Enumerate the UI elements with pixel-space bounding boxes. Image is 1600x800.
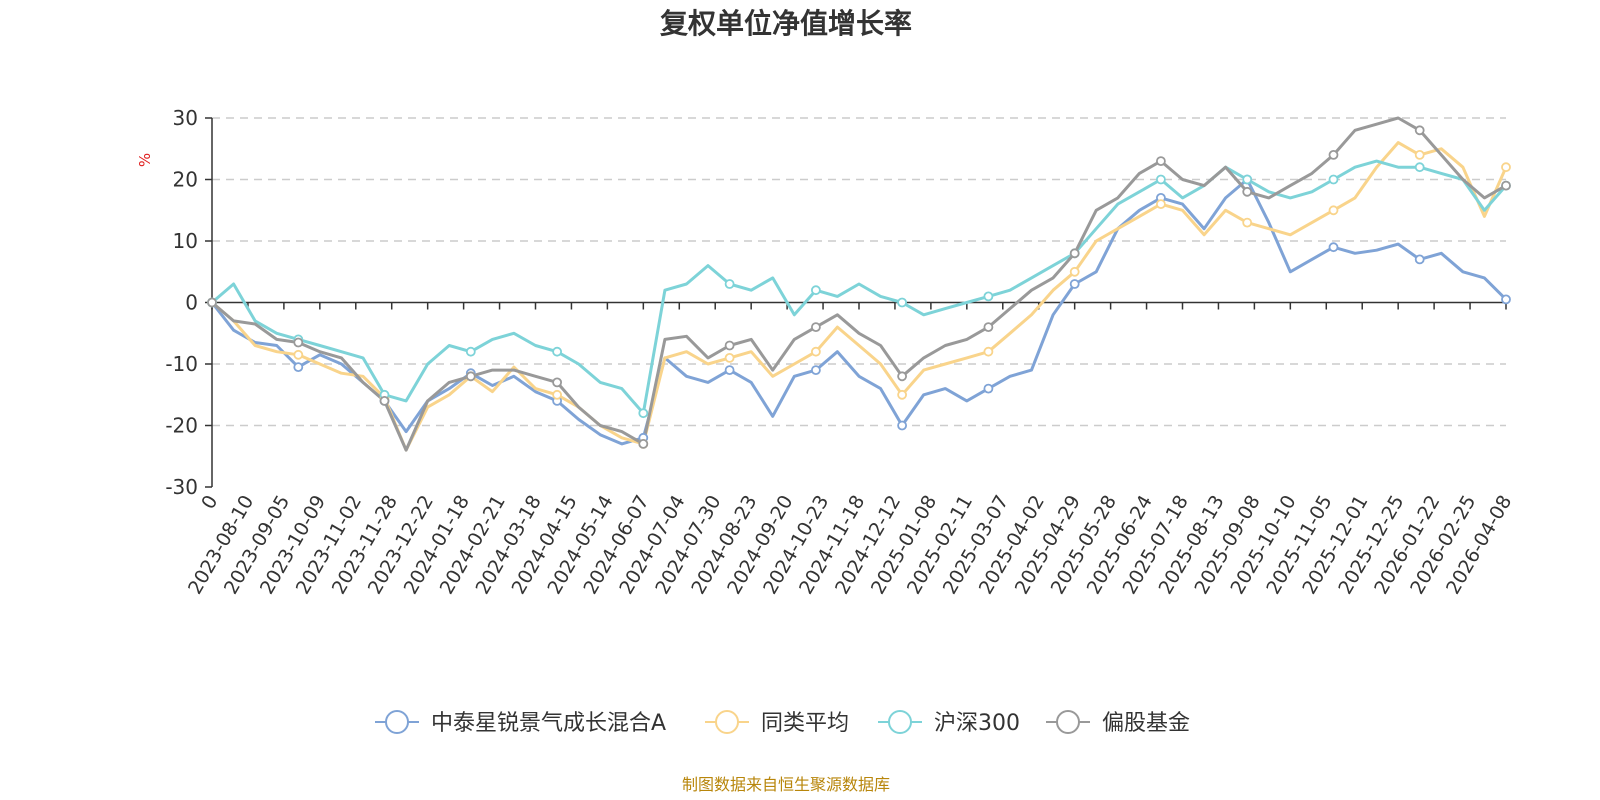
series-point <box>1501 162 1511 173</box>
series-point <box>811 322 821 333</box>
series-point <box>811 365 821 376</box>
source-caption: 制图数据来自恒生聚源数据库 <box>682 775 890 794</box>
legend-label[interactable]: 沪深300 <box>934 711 1020 736</box>
series-point <box>293 337 304 348</box>
series-point <box>552 377 562 388</box>
y-tick-label: 30 <box>173 106 198 130</box>
series-lines <box>210 116 1508 452</box>
series-point <box>1242 174 1253 185</box>
y-tick-label: 20 <box>173 168 198 192</box>
grid-lines <box>212 117 1506 427</box>
y-tick-label: 10 <box>173 229 198 253</box>
series-point <box>811 285 821 296</box>
series-line-3 <box>210 159 1508 415</box>
series-point <box>724 365 735 376</box>
series-point <box>379 395 390 406</box>
series-point <box>1414 162 1425 173</box>
y-axis-unit-label: % <box>136 153 154 167</box>
series-point <box>897 371 907 382</box>
series-point <box>1328 149 1339 160</box>
series-point <box>1156 156 1166 167</box>
x-tick-label: 0 <box>197 492 222 513</box>
series-point <box>207 297 217 308</box>
series-point <box>811 346 821 357</box>
chart-title: 复权单位净值增长率 <box>660 7 912 40</box>
series-point <box>552 389 562 400</box>
series-line-2 <box>210 141 1508 452</box>
legend: 中泰星锐景气成长混合A 同类平均 沪深300 偏股基金 <box>375 710 1190 736</box>
series-line-4 <box>210 116 1508 452</box>
series-point <box>897 297 907 308</box>
series-point <box>1501 294 1511 305</box>
series-point <box>983 383 994 394</box>
series-point <box>724 352 735 363</box>
series-point <box>983 322 994 333</box>
series-point <box>897 420 907 431</box>
y-tick-label: -10 <box>165 352 198 376</box>
legend-swatch-marker <box>888 710 912 734</box>
legend-label[interactable]: 偏股基金 <box>1102 711 1190 736</box>
series-point <box>1069 266 1080 277</box>
legend-label[interactable]: 中泰星锐景气成长混合A <box>431 711 666 736</box>
series-point <box>724 279 735 289</box>
legend-swatch-marker <box>715 710 739 734</box>
series-point <box>1501 180 1511 191</box>
series-point <box>1414 125 1425 136</box>
y-tick-label: -30 <box>165 475 198 499</box>
y-tick-label: -20 <box>165 414 198 438</box>
legend-swatch-marker <box>1056 710 1080 734</box>
series-point <box>897 389 907 400</box>
series-markers <box>207 125 1511 449</box>
legend-swatch-marker <box>385 710 409 734</box>
series-point <box>293 349 304 360</box>
series-line-1 <box>210 178 1508 446</box>
series-point <box>552 346 562 357</box>
series-point <box>1328 242 1339 253</box>
series-point <box>1328 174 1339 185</box>
series-point <box>293 362 304 373</box>
series-point <box>1328 205 1339 216</box>
series-point <box>1069 248 1080 259</box>
y-tick-label: 0 <box>185 291 198 315</box>
series-point <box>638 438 649 449</box>
series-point <box>983 291 994 302</box>
series-point <box>724 340 735 351</box>
legend-label[interactable]: 同类平均 <box>761 711 849 736</box>
series-point <box>465 346 476 357</box>
series-point <box>983 346 994 357</box>
series-point <box>1414 254 1425 265</box>
series-point <box>1069 279 1080 289</box>
series-point <box>1242 217 1253 228</box>
series-point <box>638 408 649 419</box>
series-point <box>465 371 476 382</box>
series-point <box>1414 149 1425 160</box>
series-point <box>1156 199 1166 210</box>
series-point <box>1242 186 1253 197</box>
series-point <box>1156 174 1166 185</box>
